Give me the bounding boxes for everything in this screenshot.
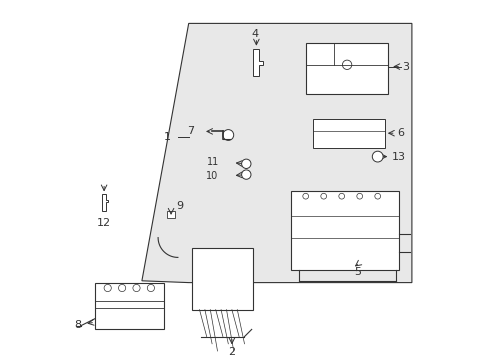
Text: 10: 10 bbox=[206, 171, 218, 181]
FancyBboxPatch shape bbox=[312, 119, 384, 148]
Circle shape bbox=[241, 159, 250, 168]
Text: 12: 12 bbox=[97, 218, 111, 228]
FancyBboxPatch shape bbox=[95, 283, 163, 329]
Text: 13: 13 bbox=[390, 152, 405, 162]
Text: 7: 7 bbox=[186, 126, 194, 136]
Polygon shape bbox=[253, 49, 262, 76]
Text: 3: 3 bbox=[401, 62, 408, 72]
Polygon shape bbox=[142, 23, 411, 283]
Circle shape bbox=[371, 151, 382, 162]
Text: 6: 6 bbox=[397, 128, 404, 138]
FancyBboxPatch shape bbox=[192, 248, 253, 310]
Text: 4: 4 bbox=[250, 29, 258, 39]
Text: 11: 11 bbox=[206, 157, 219, 167]
Circle shape bbox=[223, 130, 233, 140]
Circle shape bbox=[118, 284, 125, 292]
Circle shape bbox=[241, 170, 250, 179]
Text: 2: 2 bbox=[228, 347, 235, 357]
Circle shape bbox=[338, 193, 344, 199]
Circle shape bbox=[302, 193, 308, 199]
Text: 9: 9 bbox=[176, 201, 183, 211]
FancyBboxPatch shape bbox=[167, 211, 175, 218]
Circle shape bbox=[320, 193, 326, 199]
FancyBboxPatch shape bbox=[291, 191, 399, 270]
Circle shape bbox=[356, 193, 362, 199]
Text: 5: 5 bbox=[354, 267, 361, 277]
Polygon shape bbox=[102, 194, 108, 211]
FancyBboxPatch shape bbox=[305, 43, 387, 94]
Circle shape bbox=[342, 60, 351, 69]
Circle shape bbox=[147, 284, 154, 292]
Circle shape bbox=[374, 193, 380, 199]
Circle shape bbox=[104, 284, 111, 292]
Circle shape bbox=[133, 284, 140, 292]
Text: 1: 1 bbox=[163, 132, 170, 142]
Text: 8: 8 bbox=[74, 320, 81, 330]
